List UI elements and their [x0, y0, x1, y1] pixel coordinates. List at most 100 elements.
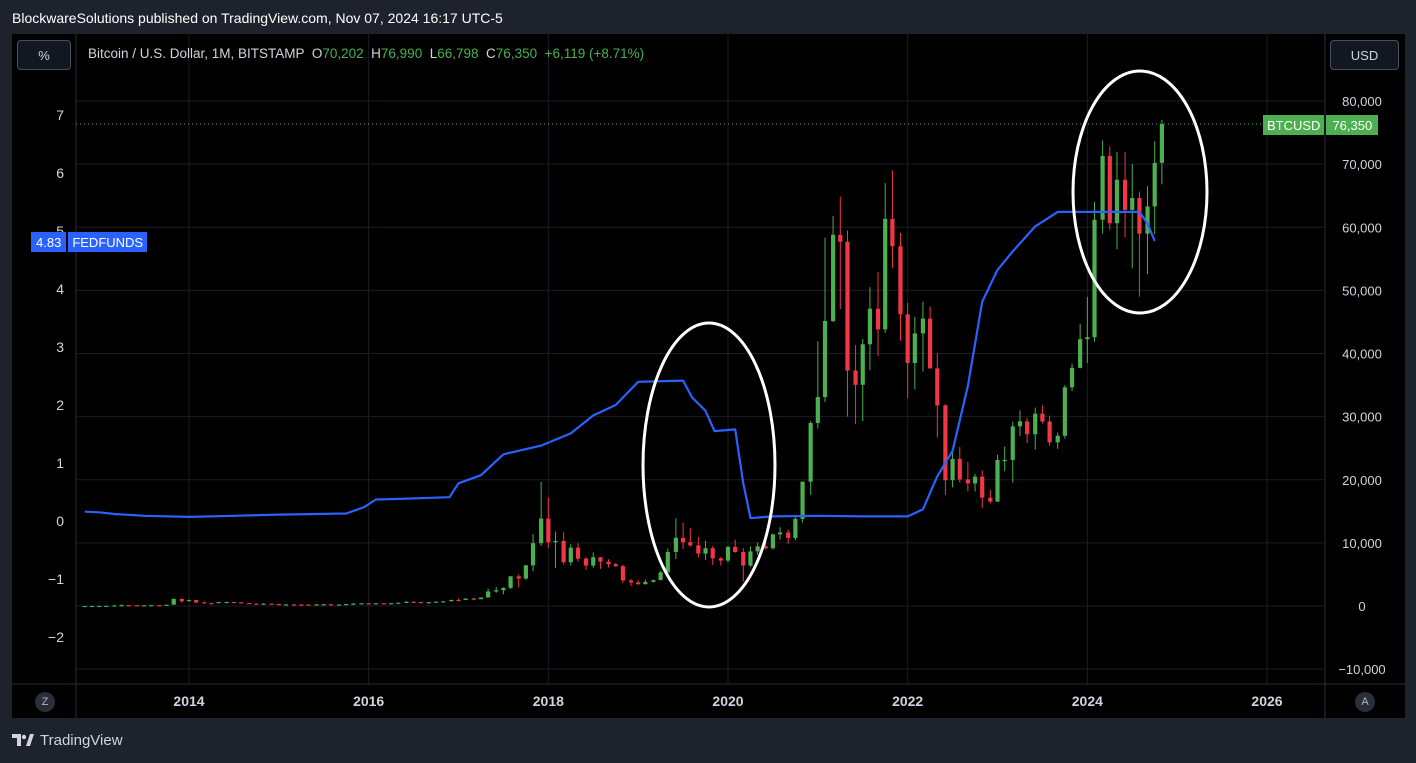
- candle-body: [82, 605, 87, 608]
- candle-body: [202, 602, 207, 604]
- right-axis-tick-label: 50,000: [1342, 283, 1382, 298]
- change-value: +6,119 (+8.71%): [544, 46, 645, 61]
- candle-body: [853, 370, 858, 385]
- candle-body: [344, 604, 349, 606]
- percent-scale-button[interactable]: %: [17, 40, 71, 70]
- fedfunds-price-badge: 4.83 FEDFUNDS: [31, 232, 148, 252]
- candle-body: [321, 604, 326, 606]
- right-axis-tick-label: 30,000: [1342, 410, 1382, 425]
- candle-body: [980, 476, 985, 498]
- candle-body: [261, 603, 266, 605]
- currency-button[interactable]: USD: [1330, 40, 1399, 70]
- right-axis-tick-label: 80,000: [1342, 94, 1382, 109]
- candle-body: [928, 318, 933, 369]
- candle-body: [1137, 198, 1142, 234]
- candle-body: [943, 405, 948, 481]
- candle-body: [1062, 387, 1067, 436]
- candle-body: [508, 576, 513, 588]
- candle-body: [763, 546, 768, 549]
- candle-body: [164, 604, 169, 606]
- candle-body: [366, 603, 371, 605]
- candle-body: [898, 246, 903, 315]
- candle-body: [665, 551, 670, 573]
- left-axis-tick-label: 4: [56, 281, 64, 297]
- candle-body: [950, 458, 955, 481]
- candle-body: [112, 605, 117, 607]
- candle-body: [613, 564, 618, 567]
- annotation-ellipse-2020: [641, 321, 777, 609]
- candle-body: [126, 605, 131, 607]
- candle-body: [501, 587, 506, 591]
- candle-body: [755, 546, 760, 552]
- candle-body: [1025, 421, 1030, 435]
- candle-body: [433, 601, 439, 603]
- candle-body: [1078, 339, 1083, 368]
- candle-body: [283, 604, 289, 606]
- candle-body: [568, 547, 573, 563]
- right-axis-tick-label: 70,000: [1342, 157, 1382, 172]
- candle-body: [606, 561, 611, 565]
- candle-body: [97, 605, 102, 608]
- candle-body: [905, 314, 910, 363]
- candle-body: [523, 565, 528, 579]
- candle-body: [710, 548, 715, 559]
- candle-body: [972, 476, 978, 484]
- candle-body: [134, 605, 139, 607]
- candle-body: [157, 605, 162, 607]
- candle-body: [441, 601, 446, 603]
- publisher-header: BlockwareSolutions published on TradingV…: [12, 10, 503, 26]
- candle-body: [1114, 179, 1120, 224]
- high-label: H: [371, 46, 381, 61]
- auto-zoom-button[interactable]: Z: [35, 692, 55, 712]
- candle-body: [336, 604, 342, 606]
- candle-body: [703, 548, 708, 554]
- high-value: 76,990: [380, 46, 423, 61]
- candle-body: [141, 605, 147, 607]
- candle-body: [1100, 155, 1105, 220]
- candle-body: [1085, 337, 1090, 340]
- candle-body: [696, 545, 701, 554]
- candle-body: [620, 566, 625, 581]
- candle-body: [591, 557, 596, 566]
- candle-body: [658, 572, 663, 581]
- candle-body: [673, 537, 678, 552]
- close-value: 76,350: [495, 46, 538, 61]
- symbol-legend[interactable]: Bitcoin / U.S. Dollar, 1M, BITSTAMP O70,…: [88, 46, 644, 61]
- candle-body: [381, 603, 387, 605]
- candle-body: [89, 605, 95, 608]
- candle-body: [449, 599, 454, 602]
- candle-body: [186, 600, 192, 602]
- fedfunds-value: 4.83: [31, 232, 67, 252]
- candle-body: [651, 580, 656, 582]
- candle-body: [575, 547, 581, 559]
- candle-body: [935, 368, 940, 406]
- candle-body: [845, 241, 850, 371]
- auto-scale-button[interactable]: A: [1355, 692, 1375, 712]
- candle-body: [778, 532, 783, 535]
- fedfunds-name: FEDFUNDS: [68, 232, 148, 252]
- candle-body: [1033, 413, 1038, 435]
- candle-body: [553, 540, 558, 543]
- candle-body: [688, 542, 693, 546]
- candle-body: [1069, 367, 1075, 388]
- candle-body: [119, 605, 124, 607]
- left-axis-tick-label: 5: [56, 223, 64, 239]
- price-chart[interactable]: 80,000 70,000 60,000 50,000 40,000 30,000 20,0…: [12, 34, 1405, 718]
- candle-body: [628, 580, 634, 583]
- candle-body: [328, 604, 334, 606]
- candle-body: [920, 318, 926, 334]
- candle-body: [179, 598, 184, 602]
- candle-body: [314, 604, 319, 606]
- candle-body: [539, 518, 544, 544]
- candle-body: [418, 602, 423, 604]
- symbol-name: Bitcoin / U.S. Dollar, 1M, BITSTAMP: [88, 46, 305, 61]
- candle-body: [389, 603, 394, 605]
- tradingview-logo[interactable]: TradingView: [12, 732, 123, 749]
- candle-body: [808, 423, 813, 482]
- candle-body: [404, 601, 409, 603]
- candle-body: [875, 308, 881, 330]
- left-axis-tick-label: 0: [56, 513, 64, 529]
- candle-body: [643, 581, 648, 585]
- x-axis-tick-label: 2016: [353, 693, 384, 709]
- candle-body: [957, 458, 962, 480]
